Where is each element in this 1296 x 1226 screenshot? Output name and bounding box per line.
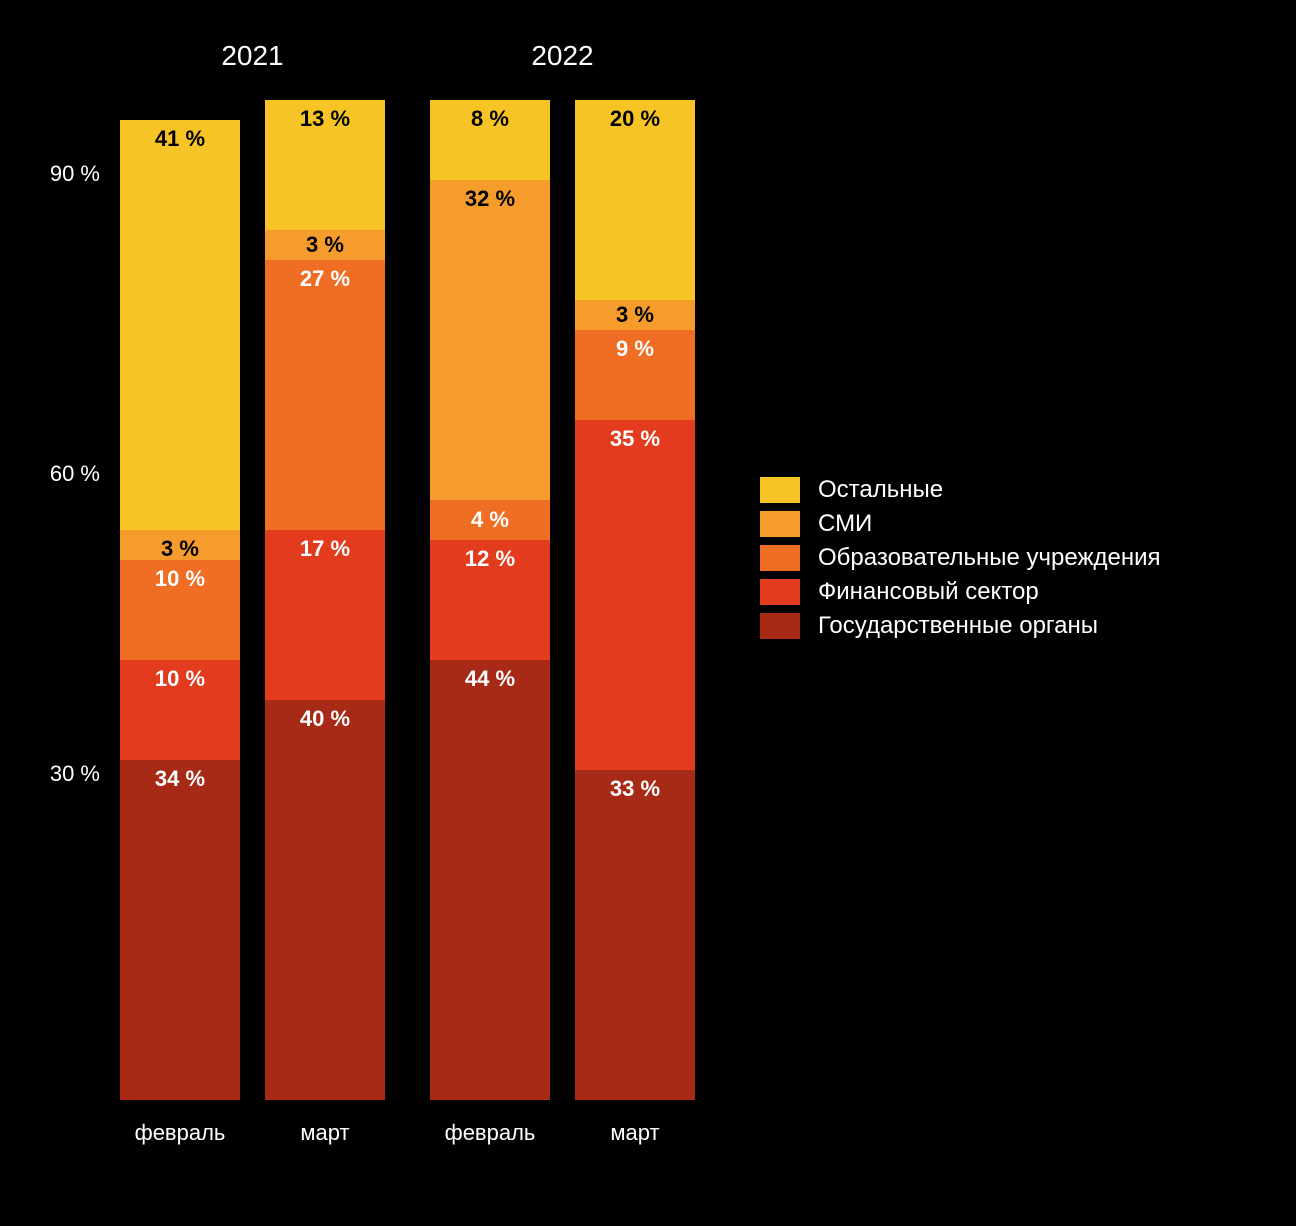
chart-container: 30 % 60 % 90 % 2021 2022 34 % 10 % 10 % 3 % 41 % ф… <box>0 0 1296 1226</box>
segment-value-label: 8 % <box>430 108 550 130</box>
segment-value-label: 44 % <box>430 668 550 690</box>
legend-item-edu: Образовательные учреждения <box>760 544 1161 572</box>
bar-segment-edu: 27 % <box>265 260 385 530</box>
bar-segment-media: 3 % <box>120 530 240 560</box>
segment-value-label: 34 % <box>120 768 240 790</box>
legend-swatch <box>760 545 800 571</box>
bar-segment-gov: 44 % <box>430 660 550 1100</box>
bar-segment-media: 3 % <box>265 230 385 260</box>
bar-segment-gov: 33 % <box>575 770 695 1100</box>
year-group-label: 2021 <box>193 40 313 72</box>
bar-segment-other: 41 % <box>120 120 240 530</box>
bar-segment-edu: 9 % <box>575 330 695 420</box>
legend-label: Образовательные учреждения <box>818 544 1161 572</box>
segment-value-label: 10 % <box>120 668 240 690</box>
bar-segment-media: 32 % <box>430 180 550 500</box>
bar-segment-other: 13 % <box>265 100 385 230</box>
legend-swatch <box>760 579 800 605</box>
x-axis-label: март <box>245 1120 405 1146</box>
segment-value-label: 13 % <box>265 108 385 130</box>
segment-value-label: 33 % <box>575 778 695 800</box>
segment-value-label: 32 % <box>430 188 550 210</box>
segment-value-label: 4 % <box>430 509 550 531</box>
bar-segment-edu: 4 % <box>430 500 550 540</box>
legend-label: Государственные органы <box>818 612 1098 640</box>
bar-segment-other: 20 % <box>575 100 695 300</box>
bar-segment-fin: 35 % <box>575 420 695 770</box>
bar-segment-fin: 10 % <box>120 660 240 760</box>
bar-segment-gov: 40 % <box>265 700 385 1100</box>
bar-segment-media: 3 % <box>575 300 695 330</box>
plot-area: 30 %60 %90 %2021202234 %10 %10 %3 %41 %ф… <box>120 100 700 1100</box>
segment-value-label: 20 % <box>575 108 695 130</box>
legend-label: Финансовый сектор <box>818 578 1039 606</box>
x-axis-label: март <box>555 1120 715 1146</box>
year-group-label: 2022 <box>503 40 623 72</box>
stacked-bar: 40 % 17 % 27 % 3 % 13 % <box>265 100 385 1100</box>
legend-item-fin: Финансовый сектор <box>760 578 1161 606</box>
legend-item-gov: Государственные органы <box>760 612 1161 640</box>
segment-value-label: 12 % <box>430 548 550 570</box>
stacked-bar: 34 % 10 % 10 % 3 % 41 % <box>120 120 240 1100</box>
segment-value-label: 17 % <box>265 538 385 560</box>
y-axis-tick: 60 % <box>50 461 100 487</box>
segment-value-label: 9 % <box>575 338 695 360</box>
segment-value-label: 3 % <box>575 304 695 326</box>
legend-swatch <box>760 613 800 639</box>
legend-item-media: СМИ <box>760 510 1161 538</box>
bar-segment-other: 8 % <box>430 100 550 180</box>
segment-value-label: 10 % <box>120 568 240 590</box>
segment-value-label: 27 % <box>265 268 385 290</box>
y-axis-tick: 30 % <box>50 761 100 787</box>
segment-value-label: 41 % <box>120 128 240 150</box>
legend-label: Остальные <box>818 476 943 504</box>
stacked-bar: 44 % 12 % 4 % 32 % 8 % <box>430 100 550 1100</box>
legend: Остальные СМИ Образовательные учреждения Фи… <box>760 470 1161 646</box>
bar-segment-edu: 10 % <box>120 560 240 660</box>
legend-swatch <box>760 511 800 537</box>
segment-value-label: 35 % <box>575 428 695 450</box>
y-axis-tick: 90 % <box>50 161 100 187</box>
stacked-bar: 33 % 35 % 9 % 3 % 20 % <box>575 100 695 1100</box>
segment-value-label: 3 % <box>120 538 240 560</box>
bar-segment-gov: 34 % <box>120 760 240 1100</box>
x-axis-label: февраль <box>100 1120 260 1146</box>
legend-swatch <box>760 477 800 503</box>
segment-value-label: 40 % <box>265 708 385 730</box>
segment-value-label: 3 % <box>265 234 385 256</box>
x-axis-label: февраль <box>410 1120 570 1146</box>
legend-label: СМИ <box>818 510 872 538</box>
legend-item-other: Остальные <box>760 476 1161 504</box>
bar-segment-fin: 17 % <box>265 530 385 700</box>
bar-segment-fin: 12 % <box>430 540 550 660</box>
